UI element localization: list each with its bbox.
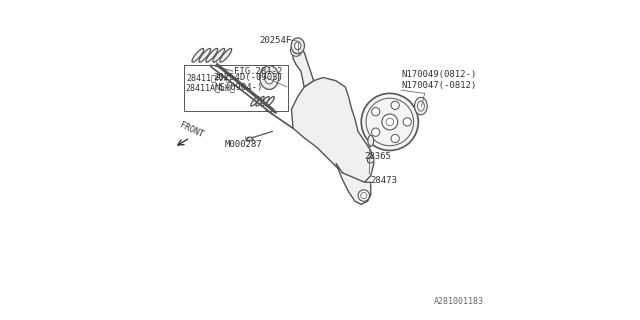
- Ellipse shape: [199, 48, 211, 62]
- Ellipse shape: [260, 66, 279, 89]
- Circle shape: [382, 114, 397, 130]
- Ellipse shape: [368, 135, 374, 147]
- Text: N170049(0812-): N170049(0812-): [401, 70, 476, 79]
- Ellipse shape: [206, 48, 218, 62]
- Text: M000287: M000287: [225, 140, 262, 149]
- Text: 28473: 28473: [371, 177, 397, 186]
- Text: 28411〈RH〉: 28411〈RH〉: [187, 73, 232, 82]
- Ellipse shape: [220, 48, 232, 62]
- Text: N170047(-0812): N170047(-0812): [401, 81, 476, 90]
- Ellipse shape: [213, 48, 225, 62]
- Circle shape: [372, 108, 380, 116]
- Circle shape: [391, 134, 399, 143]
- Circle shape: [391, 101, 399, 109]
- Ellipse shape: [246, 137, 253, 141]
- Polygon shape: [291, 77, 374, 182]
- Polygon shape: [336, 163, 371, 204]
- Text: FIG.281-2: FIG.281-2: [234, 67, 282, 76]
- Text: 28365: 28365: [364, 152, 391, 161]
- Circle shape: [403, 118, 412, 126]
- Text: A281001183: A281001183: [434, 297, 484, 306]
- Circle shape: [372, 128, 380, 136]
- Ellipse shape: [291, 38, 305, 54]
- Ellipse shape: [264, 71, 274, 84]
- Text: NS(0904-): NS(0904-): [214, 83, 263, 92]
- Ellipse shape: [251, 97, 259, 106]
- Polygon shape: [293, 49, 314, 87]
- Ellipse shape: [192, 48, 204, 62]
- Circle shape: [358, 190, 369, 201]
- Circle shape: [291, 45, 302, 56]
- Ellipse shape: [415, 97, 428, 115]
- Text: 20254F: 20254F: [260, 36, 292, 45]
- Circle shape: [361, 93, 419, 150]
- Text: FRONT: FRONT: [178, 121, 205, 140]
- Text: 20254D(-0903): 20254D(-0903): [214, 73, 284, 82]
- Ellipse shape: [256, 97, 264, 106]
- Ellipse shape: [367, 157, 374, 163]
- Text: 28411A〈LH〉: 28411A〈LH〉: [186, 84, 236, 93]
- Ellipse shape: [261, 97, 269, 106]
- Ellipse shape: [266, 97, 275, 106]
- Ellipse shape: [294, 42, 301, 50]
